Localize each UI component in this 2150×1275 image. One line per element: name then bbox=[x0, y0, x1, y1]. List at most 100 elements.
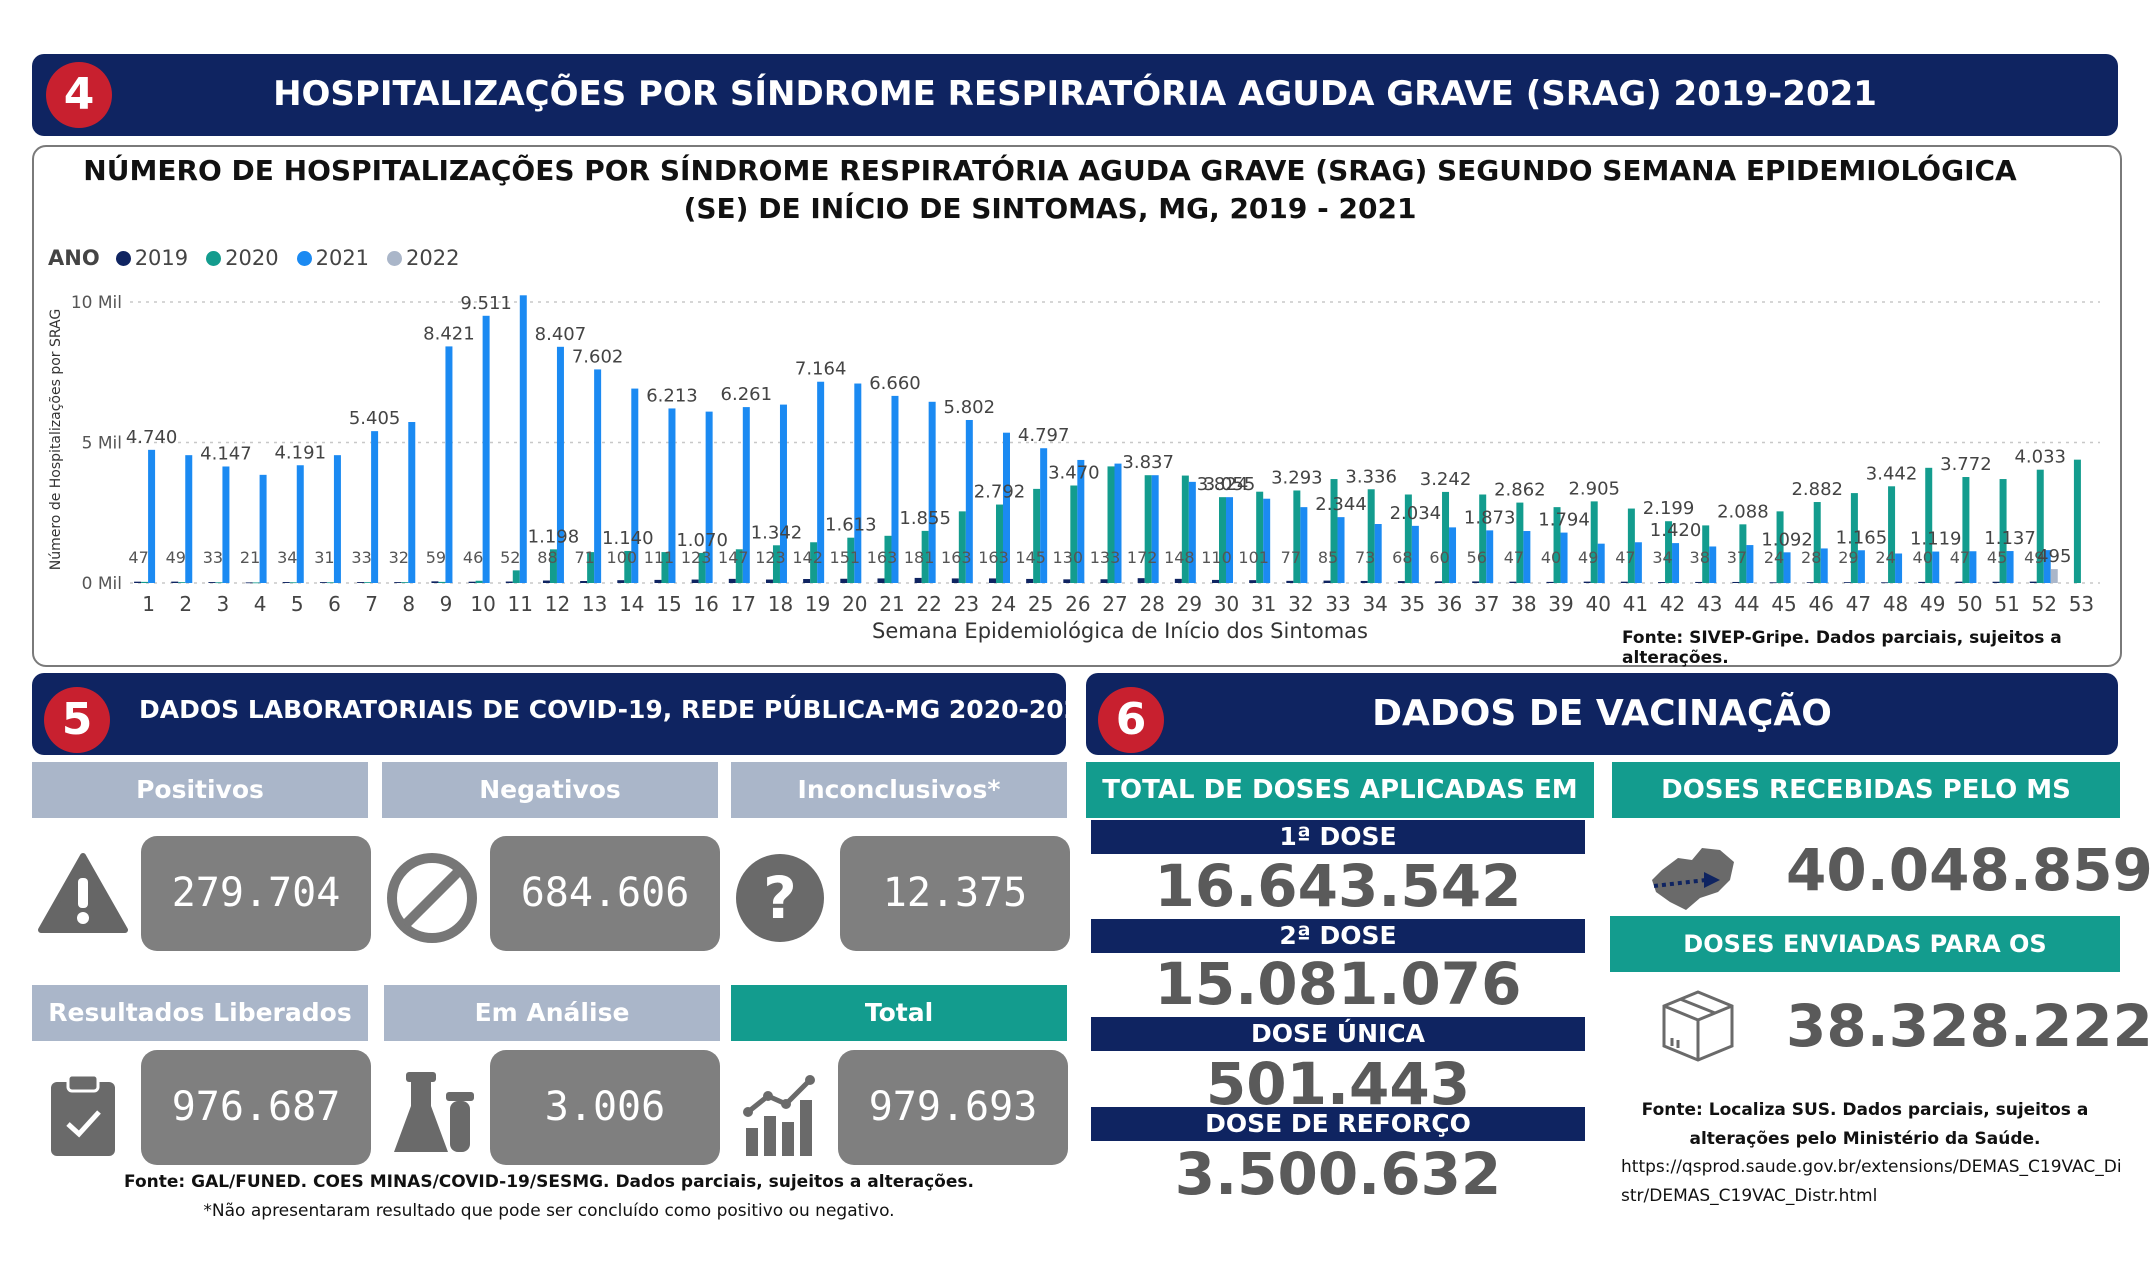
bar-2020-week-23 bbox=[958, 511, 966, 583]
data-label-2019: 151 bbox=[830, 548, 861, 567]
bar-2019-week-30 bbox=[1212, 579, 1220, 583]
data-label-2020-week-32: 3.293 bbox=[1271, 467, 1323, 488]
lab-source: Fonte: GAL/FUNED. COES MINAS/COVID-19/SE… bbox=[124, 1172, 974, 1192]
data-label-2021-week-30: 3.055 bbox=[1204, 474, 1256, 495]
negativos-header: Negativos bbox=[382, 762, 718, 818]
x-tick-label: 30 bbox=[1214, 592, 1239, 616]
bar-2020-week-47 bbox=[1850, 493, 1858, 583]
data-label-2019: 56 bbox=[1467, 548, 1487, 567]
bar-chart: 0 Mil 5 Mil 10 Mil Número de Hospitalizaçõe… bbox=[48, 293, 2100, 643]
data-label-2021-week-10: 9.511 bbox=[460, 293, 512, 314]
section5-badge: 5 bbox=[44, 687, 110, 753]
y-tick-label: 5 Mil bbox=[82, 434, 122, 454]
bar-2019-week-36 bbox=[1435, 581, 1443, 583]
data-label-2019: 145 bbox=[1015, 548, 1046, 567]
x-tick-label: 33 bbox=[1325, 592, 1350, 616]
data-label-2019: 163 bbox=[978, 548, 1009, 567]
bar-2020-week-26 bbox=[1070, 485, 1078, 583]
bar-2021-week-10 bbox=[482, 315, 490, 583]
bar-2021-week-44 bbox=[1746, 545, 1754, 583]
x-tick-label: 38 bbox=[1511, 592, 1536, 616]
liberados-value: 976.687 bbox=[141, 1050, 371, 1165]
x-tick-label: 37 bbox=[1474, 592, 1499, 616]
bar-2021-week-19 bbox=[817, 381, 825, 583]
data-label-2020-week-22: 1.855 bbox=[899, 508, 951, 529]
data-label-2021-week-15: 6.213 bbox=[646, 385, 698, 406]
bar-2020-week-39 bbox=[1553, 507, 1561, 583]
data-label-2019: 32 bbox=[389, 548, 409, 567]
x-tick-label: 40 bbox=[1585, 592, 1610, 616]
section6-title: DADOS DE VACINAÇÃO bbox=[1372, 693, 1832, 734]
legend-item-2021[interactable]: 2021 bbox=[296, 246, 369, 270]
bar-2020-week-6 bbox=[326, 582, 334, 584]
bar-2021-week-3 bbox=[222, 466, 230, 583]
bar-2020-week-20 bbox=[847, 537, 855, 583]
bar-2019-week-47 bbox=[1843, 582, 1851, 583]
vac-url[interactable]: https://qsprod.saude.gov.br/extensions/D… bbox=[1621, 1157, 2122, 1206]
legend-swatch-2022 bbox=[387, 250, 403, 266]
bar-2021-week-20 bbox=[854, 383, 862, 583]
positivos-header: Positivos bbox=[32, 762, 368, 818]
analise-header: Em Análise bbox=[384, 985, 720, 1041]
bar-2019-week-45 bbox=[1769, 582, 1777, 584]
data-label-2021-week-47: 1.165 bbox=[1836, 527, 1888, 548]
data-label-2019: 123 bbox=[755, 548, 786, 567]
bar-2021-week-41 bbox=[1634, 542, 1642, 583]
bar-2021-week-14 bbox=[631, 388, 639, 583]
bar-2020-week-13 bbox=[587, 552, 595, 583]
bar-2019-week-33 bbox=[1323, 580, 1331, 583]
bar-2020-week-8 bbox=[401, 582, 409, 583]
bar-2021-week-42 bbox=[1672, 543, 1680, 583]
bar-2019-week-13 bbox=[580, 581, 588, 583]
legend-item-2020[interactable]: 2020 bbox=[206, 246, 279, 270]
bar-2021-week-15 bbox=[668, 408, 676, 583]
legend-item-2019[interactable]: 2019 bbox=[115, 246, 188, 270]
dose-unica-header: DOSE ÚNICA bbox=[1091, 1017, 1585, 1051]
bar-2021-week-29 bbox=[1188, 481, 1196, 583]
x-tick-label: 2 bbox=[179, 592, 192, 616]
bar-2019-week-15 bbox=[654, 579, 662, 583]
bar-2021-week-31 bbox=[1263, 498, 1271, 583]
bar-2020-week-30 bbox=[1219, 497, 1227, 583]
bar-2021-week-49 bbox=[1932, 551, 1940, 583]
data-label-2019: 110 bbox=[1201, 548, 1232, 567]
data-label-2019: 34 bbox=[1652, 548, 1672, 567]
data-label-2020-week-50: 3.772 bbox=[1940, 454, 1992, 475]
y-tick-label: 0 Mil bbox=[82, 574, 122, 594]
bar-2020-week-42 bbox=[1665, 521, 1673, 583]
data-label-2020-week-46: 2.882 bbox=[1791, 479, 1843, 500]
doses-enviadas-header: DOSES ENVIADAS PARA OS MUNICÍPIOS bbox=[1610, 916, 2120, 1014]
x-tick-label: 15 bbox=[656, 592, 681, 616]
data-label-2019: 21 bbox=[240, 548, 260, 567]
dose-reforco-header: DOSE DE REFORÇO bbox=[1091, 1107, 1585, 1141]
bar-2021-week-32 bbox=[1300, 507, 1308, 583]
bar-2019-week-50 bbox=[1955, 581, 1963, 583]
negativos-value: 684.606 bbox=[490, 836, 720, 951]
x-tick-label: 44 bbox=[1734, 592, 1759, 616]
x-tick-label: 22 bbox=[916, 592, 941, 616]
bar-2019-week-16 bbox=[691, 579, 699, 583]
x-tick-label: 35 bbox=[1400, 592, 1425, 616]
x-tick-label: 1 bbox=[142, 592, 155, 616]
total-doses-header: TOTAL DE DOSES APLICADAS EM MG bbox=[1086, 762, 1594, 861]
x-tick-label: 4 bbox=[254, 592, 267, 616]
bar-2021-week-7 bbox=[371, 431, 379, 583]
x-tick-label: 29 bbox=[1177, 592, 1202, 616]
x-tick-label: 10 bbox=[470, 592, 495, 616]
data-label-2021-week-13: 7.602 bbox=[572, 346, 624, 367]
bar-2019-week-20 bbox=[840, 578, 848, 583]
bar-2020-week-29 bbox=[1181, 475, 1189, 583]
bar-2019-week-51 bbox=[1992, 581, 2000, 583]
bar-2020-week-44 bbox=[1739, 524, 1747, 583]
data-label-2021-week-39: 1.794 bbox=[1538, 510, 1590, 531]
bar-2021-week-2 bbox=[185, 455, 193, 583]
data-label-2019: 73 bbox=[1355, 548, 1375, 567]
data-label-2021-week-23: 5.802 bbox=[944, 397, 996, 418]
section4-badge: 4 bbox=[46, 62, 112, 128]
data-label-2019: 31 bbox=[314, 548, 334, 567]
x-tick-label: 47 bbox=[1846, 592, 1871, 616]
bar-2021-week-37 bbox=[1486, 530, 1494, 583]
legend-label-2022: 2022 bbox=[406, 246, 460, 270]
data-label-2019: 71 bbox=[574, 548, 594, 567]
legend-item-2022[interactable]: 2022 bbox=[387, 246, 460, 270]
